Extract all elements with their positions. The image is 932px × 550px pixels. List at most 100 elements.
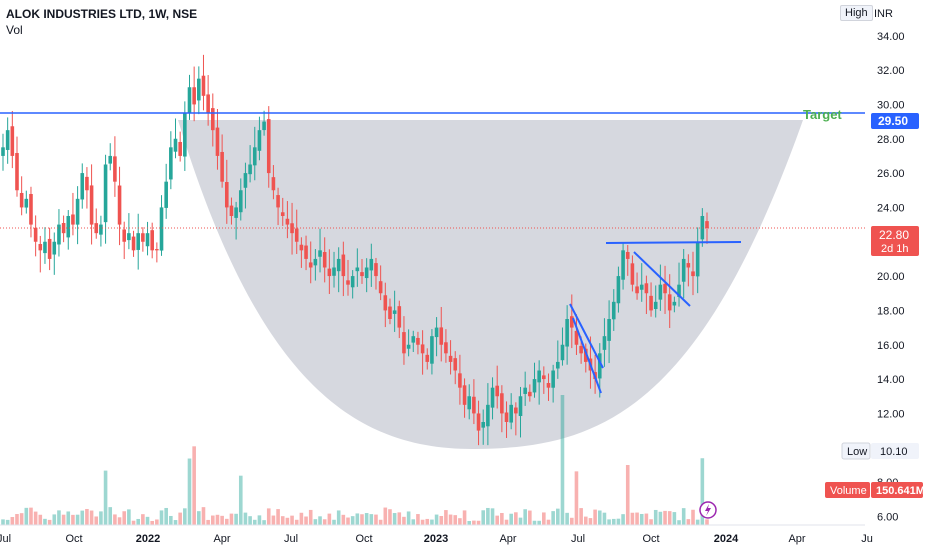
candle-body[interactable] [229,205,234,216]
candle-body[interactable] [523,387,527,394]
candle-body[interactable] [99,224,103,235]
candle-body[interactable] [616,276,621,304]
candle-body[interactable] [24,198,29,208]
candle-body[interactable] [686,263,691,268]
candle-body[interactable] [416,337,420,345]
candle-body[interactable] [1,147,5,156]
candle-body[interactable] [290,223,294,234]
candle-body[interactable] [542,375,546,380]
candle-body[interactable] [681,258,686,282]
candle-body[interactable] [611,301,616,320]
candle-body[interactable] [346,280,350,285]
candle-body[interactable] [551,370,555,388]
candle-body[interactable] [19,192,24,208]
candle-body[interactable] [495,385,499,397]
candle-body[interactable] [392,310,397,314]
candle-body[interactable] [75,198,80,225]
candle-body[interactable] [658,284,663,300]
candle-body[interactable] [504,412,509,422]
candle-body[interactable] [318,250,322,257]
candle-body[interactable] [607,319,611,341]
candle-body[interactable] [574,330,579,345]
candle-body[interactable] [173,138,178,152]
candle-body[interactable] [360,272,364,277]
candle-body[interactable] [649,295,653,311]
candle-body[interactable] [66,216,71,238]
candle-body[interactable] [192,87,196,105]
candle-body[interactable] [350,276,355,288]
candle-body[interactable] [197,78,201,101]
candle-body[interactable] [695,241,700,277]
candle-body[interactable] [635,286,639,294]
candle-body[interactable] [597,353,602,379]
breakout-line[interactable] [605,241,742,244]
candle-body[interactable] [448,355,453,362]
candle-body[interactable] [304,245,308,259]
candle-body[interactable] [532,379,537,393]
candle-body[interactable] [500,393,504,414]
candle-body[interactable] [313,258,318,266]
candle-body[interactable] [667,294,672,311]
candle-body[interactable] [80,173,85,200]
candle-body[interactable] [481,422,486,428]
candle-body[interactable] [308,262,313,268]
candle-body[interactable] [299,244,304,251]
candle-body[interactable] [364,267,369,279]
candle-body[interactable] [136,233,141,250]
candle-body[interactable] [215,127,220,156]
wedge-line[interactable] [633,251,691,307]
high-button[interactable]: High [840,5,873,21]
symbol-title[interactable]: ALOK INDUSTRIES LTD, 1W, NSE [6,7,198,21]
candle-body[interactable] [402,332,406,354]
candle-body[interactable] [569,316,574,328]
candle-body[interactable] [89,185,94,225]
candle-body[interactable] [369,258,374,271]
candle-body[interactable] [201,75,206,96]
candle-body[interactable] [332,267,336,276]
candle-body[interactable] [691,271,695,277]
candle-body[interactable] [29,193,33,225]
candle-body[interactable] [141,233,145,242]
candle-body[interactable] [322,252,327,268]
candle-body[interactable] [103,164,108,223]
candle-body[interactable] [52,241,57,255]
candle-body[interactable] [397,306,402,328]
candle-body[interactable] [341,254,346,277]
candle-body[interactable] [155,249,159,251]
candle-body[interactable] [374,263,378,277]
candle-body[interactable] [271,177,276,191]
candle-body[interactable] [238,190,243,213]
candle-body[interactable] [458,373,462,388]
candle-body[interactable] [206,94,210,113]
candle-body[interactable] [43,241,47,254]
candle-body[interactable] [672,301,677,306]
candle-body[interactable] [490,387,495,408]
candle-body[interactable] [327,268,332,277]
volume-indicator-label[interactable]: Vol [6,23,23,37]
candle-body[interactable] [33,227,38,242]
candle-body[interactable] [705,221,709,229]
candle-body[interactable] [621,250,625,280]
candle-body[interactable] [150,230,154,251]
candle-body[interactable] [276,195,280,208]
currency-label[interactable]: INR [874,8,893,20]
candle-body[interactable] [630,263,635,285]
candle-body[interactable] [486,404,490,427]
candle-body[interactable] [178,141,182,156]
candle-body[interactable] [406,344,411,349]
candle-body[interactable] [546,383,551,388]
candle-body[interactable] [411,336,416,343]
candle-body[interactable] [252,147,257,166]
candle-body[interactable] [266,119,271,174]
candle-body[interactable] [159,207,164,251]
candle-body[interactable] [117,185,122,225]
candle-body[interactable] [453,358,458,371]
candle-body[interactable] [113,156,117,182]
candle-body[interactable] [294,228,299,242]
candle-body[interactable] [583,348,588,362]
candle-body[interactable] [625,251,630,259]
candle-body[interactable] [514,407,518,414]
candle-body[interactable] [15,153,19,191]
flag-line-lower[interactable] [572,317,602,394]
